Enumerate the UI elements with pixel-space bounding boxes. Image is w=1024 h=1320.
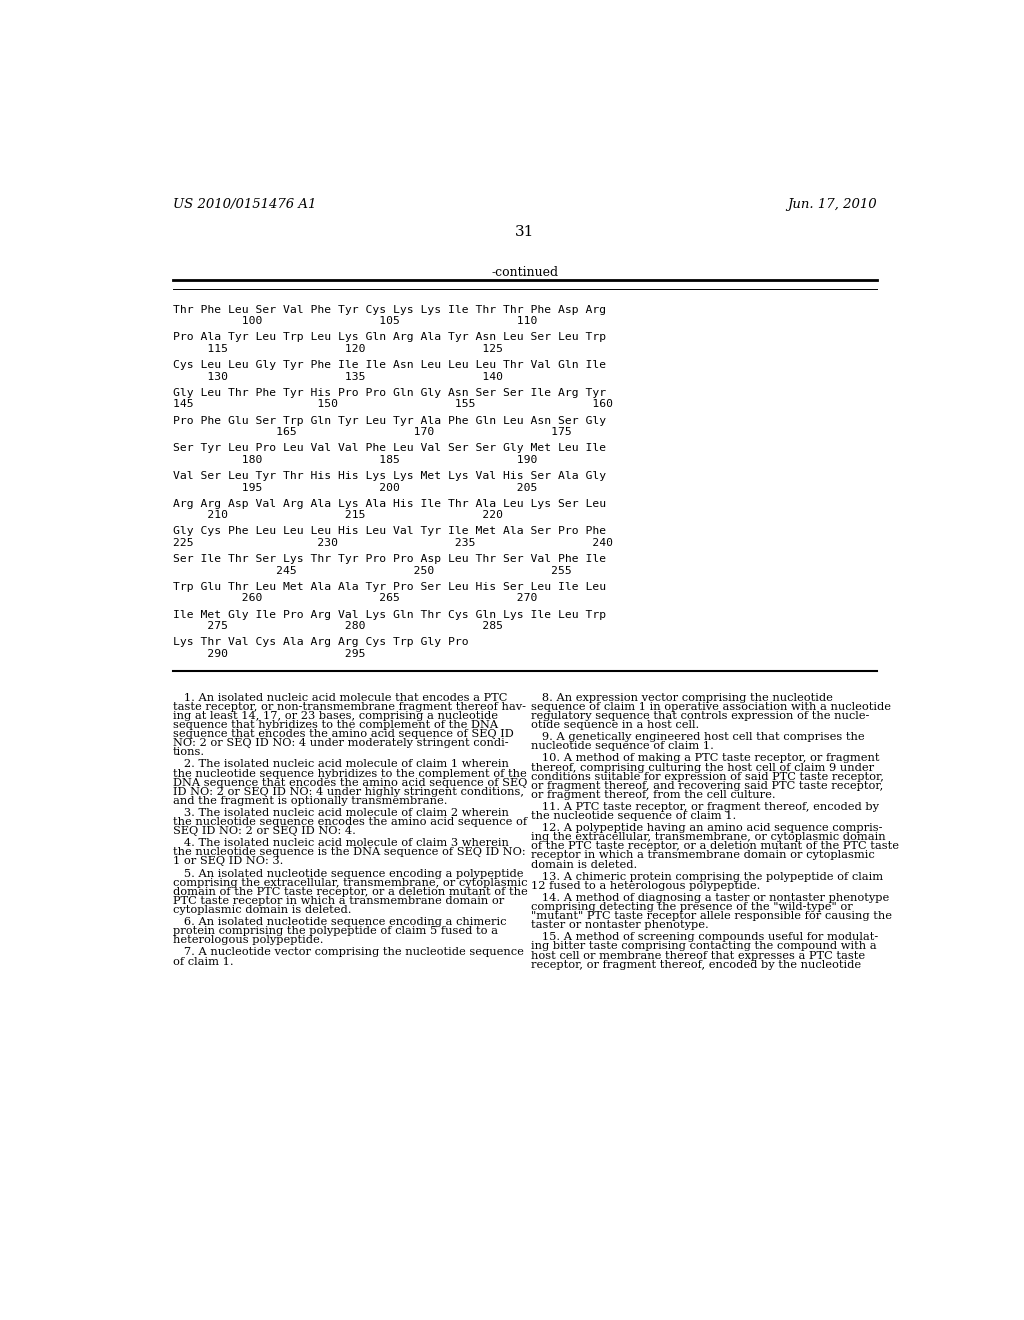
Text: receptor, or fragment thereof, encoded by the nucleotide: receptor, or fragment thereof, encoded b…	[531, 960, 861, 970]
Text: Pro Phe Glu Ser Trp Gln Tyr Leu Tyr Ala Phe Gln Leu Asn Ser Gly: Pro Phe Glu Ser Trp Gln Tyr Leu Tyr Ala …	[173, 416, 606, 425]
Text: Val Ser Leu Tyr Thr His His Lys Lys Met Lys Val His Ser Ala Gly: Val Ser Leu Tyr Thr His His Lys Lys Met …	[173, 471, 606, 480]
Text: 225                  230                 235                 240: 225 230 235 240	[173, 539, 613, 548]
Text: the nucleotide sequence of claim 1.: the nucleotide sequence of claim 1.	[531, 810, 736, 821]
Text: protein comprising the polypeptide of claim 5 fused to a: protein comprising the polypeptide of cl…	[173, 927, 498, 936]
Text: sequence that encodes the amino acid sequence of SEQ ID: sequence that encodes the amino acid seq…	[173, 729, 514, 739]
Text: ID NO: 2 or SEQ ID NO: 4 under highly stringent conditions,: ID NO: 2 or SEQ ID NO: 4 under highly st…	[173, 787, 524, 797]
Text: NO: 2 or SEQ ID NO: 4 under moderately stringent condi-: NO: 2 or SEQ ID NO: 4 under moderately s…	[173, 738, 509, 748]
Text: taste receptor, or non-transmembrane fragment thereof hav-: taste receptor, or non-transmembrane fra…	[173, 702, 526, 711]
Text: receptor in which a transmembrane domain or cytoplasmic: receptor in which a transmembrane domain…	[531, 850, 874, 861]
Text: Lys Thr Val Cys Ala Arg Arg Cys Trp Gly Pro: Lys Thr Val Cys Ala Arg Arg Cys Trp Gly …	[173, 638, 469, 647]
Text: the nucleotide sequence hybridizes to the complement of the: the nucleotide sequence hybridizes to th…	[173, 768, 526, 779]
Text: tions.: tions.	[173, 747, 205, 758]
Text: Pro Ala Tyr Leu Trp Leu Lys Gln Arg Ala Tyr Asn Leu Ser Leu Trp: Pro Ala Tyr Leu Trp Leu Lys Gln Arg Ala …	[173, 333, 606, 342]
Text: sequence of claim 1 in operative association with a nucleotide: sequence of claim 1 in operative associa…	[531, 702, 891, 711]
Text: 10. A method of making a PTC taste receptor, or fragment: 10. A method of making a PTC taste recep…	[531, 754, 880, 763]
Text: Jun. 17, 2010: Jun. 17, 2010	[787, 198, 877, 211]
Text: "mutant" PTC taste receptor allele responsible for causing the: "mutant" PTC taste receptor allele respo…	[531, 911, 892, 921]
Text: comprising detecting the presence of the "wild-type" or: comprising detecting the presence of the…	[531, 902, 853, 912]
Text: of claim 1.: of claim 1.	[173, 957, 233, 966]
Text: 115                 120                 125: 115 120 125	[173, 345, 503, 354]
Text: domain of the PTC taste receptor, or a deletion mutant of the: domain of the PTC taste receptor, or a d…	[173, 887, 527, 896]
Text: 12 fused to a heterologous polypeptide.: 12 fused to a heterologous polypeptide.	[531, 880, 761, 891]
Text: nucleotide sequence of claim 1.: nucleotide sequence of claim 1.	[531, 742, 714, 751]
Text: 145                  150                 155                 160: 145 150 155 160	[173, 400, 613, 409]
Text: 15. A method of screening compounds useful for modulat-: 15. A method of screening compounds usef…	[531, 932, 879, 942]
Text: ing at least 14, 17, or 23 bases, comprising a nucleotide: ing at least 14, 17, or 23 bases, compri…	[173, 711, 498, 721]
Text: domain is deleted.: domain is deleted.	[531, 859, 637, 870]
Text: 180                 185                 190: 180 185 190	[173, 455, 538, 465]
Text: 1. An isolated nucleic acid molecule that encodes a PTC: 1. An isolated nucleic acid molecule tha…	[173, 693, 507, 702]
Text: conditions suitable for expression of said PTC taste receptor,: conditions suitable for expression of sa…	[531, 772, 884, 781]
Text: Ser Tyr Leu Pro Leu Val Val Phe Leu Val Ser Ser Gly Met Leu Ile: Ser Tyr Leu Pro Leu Val Val Phe Leu Val …	[173, 444, 606, 453]
Text: and the fragment is optionally transmembrane.: and the fragment is optionally transmemb…	[173, 796, 447, 805]
Text: 8. An expression vector comprising the nucleotide: 8. An expression vector comprising the n…	[531, 693, 833, 702]
Text: 6. An isolated nucleotide sequence encoding a chimeric: 6. An isolated nucleotide sequence encod…	[173, 917, 507, 927]
Text: 14. A method of diagnosing a taster or nontaster phenotype: 14. A method of diagnosing a taster or n…	[531, 892, 889, 903]
Text: the nucleotide sequence encodes the amino acid sequence of: the nucleotide sequence encodes the amin…	[173, 817, 527, 828]
Text: Thr Phe Leu Ser Val Phe Tyr Cys Lys Lys Ile Thr Thr Phe Asp Arg: Thr Phe Leu Ser Val Phe Tyr Cys Lys Lys …	[173, 305, 606, 314]
Text: ing the extracellular, transmembrane, or cytoplasmic domain: ing the extracellular, transmembrane, or…	[531, 833, 886, 842]
Text: Arg Arg Asp Val Arg Ala Lys Ala His Ile Thr Ala Leu Lys Ser Leu: Arg Arg Asp Val Arg Ala Lys Ala His Ile …	[173, 499, 606, 508]
Text: 2. The isolated nucleic acid molecule of claim 1 wherein: 2. The isolated nucleic acid molecule of…	[173, 759, 509, 770]
Text: US 2010/0151476 A1: US 2010/0151476 A1	[173, 198, 316, 211]
Text: or fragment thereof, and recovering said PTC taste receptor,: or fragment thereof, and recovering said…	[531, 780, 884, 791]
Text: ing bitter taste comprising contacting the compound with a: ing bitter taste comprising contacting t…	[531, 941, 877, 952]
Text: 9. A genetically engineered host cell that comprises the: 9. A genetically engineered host cell th…	[531, 733, 864, 742]
Text: 12. A polypeptide having an amino acid sequence compris-: 12. A polypeptide having an amino acid s…	[531, 824, 883, 833]
Text: 13. A chimeric protein comprising the polypeptide of claim: 13. A chimeric protein comprising the po…	[531, 871, 883, 882]
Text: host cell or membrane thereof that expresses a PTC taste: host cell or membrane thereof that expre…	[531, 950, 865, 961]
Text: cytoplasmic domain is deleted.: cytoplasmic domain is deleted.	[173, 906, 351, 915]
Text: 195                 200                 205: 195 200 205	[173, 483, 538, 492]
Text: 7. A nucleotide vector comprising the nucleotide sequence: 7. A nucleotide vector comprising the nu…	[173, 948, 524, 957]
Text: Gly Leu Thr Phe Tyr His Pro Pro Gln Gly Asn Ser Ser Ile Arg Tyr: Gly Leu Thr Phe Tyr His Pro Pro Gln Gly …	[173, 388, 606, 397]
Text: 210                 215                 220: 210 215 220	[173, 511, 503, 520]
Text: 1 or SEQ ID NO: 3.: 1 or SEQ ID NO: 3.	[173, 857, 284, 866]
Text: otide sequence in a host cell.: otide sequence in a host cell.	[531, 719, 699, 730]
Text: heterologous polypeptide.: heterologous polypeptide.	[173, 936, 324, 945]
Text: 4. The isolated nucleic acid molecule of claim 3 wherein: 4. The isolated nucleic acid molecule of…	[173, 838, 509, 849]
Text: or fragment thereof, from the cell culture.: or fragment thereof, from the cell cultu…	[531, 789, 775, 800]
Text: 260                 265                 270: 260 265 270	[173, 594, 538, 603]
Text: 5. An isolated nucleotide sequence encoding a polypeptide: 5. An isolated nucleotide sequence encod…	[173, 869, 523, 879]
Text: taster or nontaster phenotype.: taster or nontaster phenotype.	[531, 920, 709, 931]
Text: PTC taste receptor in which a transmembrane domain or: PTC taste receptor in which a transmembr…	[173, 896, 504, 906]
Text: 130                 135                 140: 130 135 140	[173, 372, 503, 381]
Text: 3. The isolated nucleic acid molecule of claim 2 wherein: 3. The isolated nucleic acid molecule of…	[173, 808, 509, 818]
Text: Gly Cys Phe Leu Leu Leu His Leu Val Tyr Ile Met Ala Ser Pro Phe: Gly Cys Phe Leu Leu Leu His Leu Val Tyr …	[173, 527, 606, 536]
Text: 100                 105                 110: 100 105 110	[173, 317, 538, 326]
Text: -continued: -continued	[492, 265, 558, 279]
Text: SEQ ID NO: 2 or SEQ ID NO: 4.: SEQ ID NO: 2 or SEQ ID NO: 4.	[173, 826, 355, 836]
Text: 290                 295: 290 295	[173, 649, 366, 659]
Text: the nucleotide sequence is the DNA sequence of SEQ ID NO:: the nucleotide sequence is the DNA seque…	[173, 847, 525, 858]
Text: DNA sequence that encodes the amino acid sequence of SEQ: DNA sequence that encodes the amino acid…	[173, 777, 527, 788]
Text: 245                 250                 255: 245 250 255	[173, 566, 571, 576]
Text: Trp Glu Thr Leu Met Ala Ala Tyr Pro Ser Leu His Ser Leu Ile Leu: Trp Glu Thr Leu Met Ala Ala Tyr Pro Ser …	[173, 582, 606, 591]
Text: comprising the extracellular, transmembrane, or cytoplasmic: comprising the extracellular, transmembr…	[173, 878, 527, 888]
Text: thereof, comprising culturing the host cell of claim 9 under: thereof, comprising culturing the host c…	[531, 763, 874, 772]
Text: 275                 280                 285: 275 280 285	[173, 622, 503, 631]
Text: 31: 31	[515, 224, 535, 239]
Text: Cys Leu Leu Gly Tyr Phe Ile Ile Asn Leu Leu Leu Thr Val Gln Ile: Cys Leu Leu Gly Tyr Phe Ile Ile Asn Leu …	[173, 360, 606, 370]
Text: regulatory sequence that controls expression of the nucle-: regulatory sequence that controls expres…	[531, 711, 869, 721]
Text: Ser Ile Thr Ser Lys Thr Tyr Pro Pro Asp Leu Thr Ser Val Phe Ile: Ser Ile Thr Ser Lys Thr Tyr Pro Pro Asp …	[173, 554, 606, 564]
Text: Ile Met Gly Ile Pro Arg Val Lys Gln Thr Cys Gln Lys Ile Leu Trp: Ile Met Gly Ile Pro Arg Val Lys Gln Thr …	[173, 610, 606, 619]
Text: 11. A PTC taste receptor, or fragment thereof, encoded by: 11. A PTC taste receptor, or fragment th…	[531, 803, 879, 812]
Text: sequence that hybridizes to the complement of the DNA: sequence that hybridizes to the compleme…	[173, 719, 498, 730]
Text: of the PTC taste receptor, or a deletion mutant of the PTC taste: of the PTC taste receptor, or a deletion…	[531, 841, 899, 851]
Text: 165                 170                 175: 165 170 175	[173, 428, 571, 437]
